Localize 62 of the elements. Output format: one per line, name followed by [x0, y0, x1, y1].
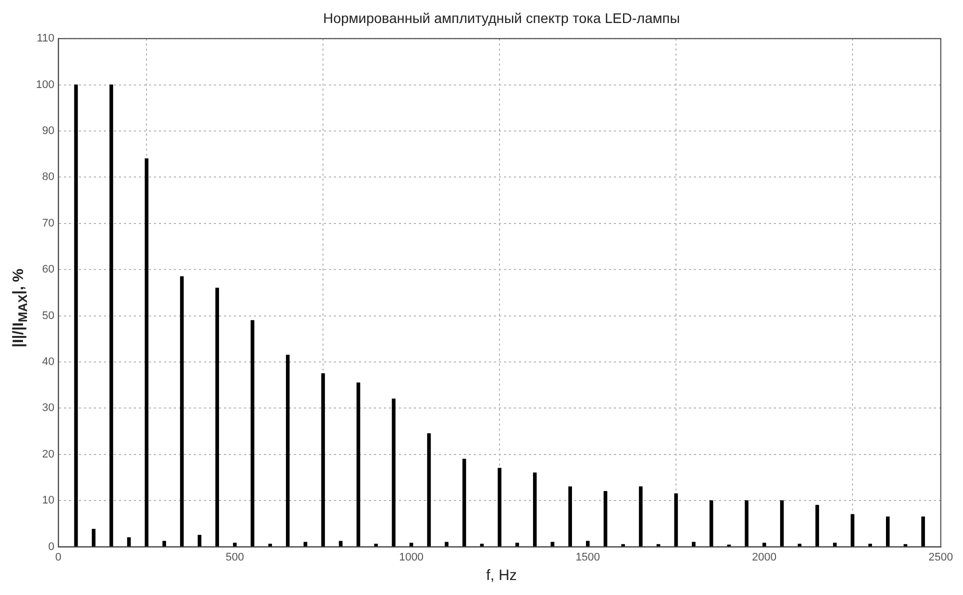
x-tick-label: 500 [226, 551, 244, 564]
bar [568, 486, 572, 547]
bar [886, 516, 890, 547]
y-tick-label: 10 [42, 494, 54, 507]
bar [656, 544, 660, 547]
y-tick-label: 50 [42, 310, 54, 322]
y-tick-label: 70 [42, 217, 54, 230]
bar [144, 158, 148, 547]
bar [904, 544, 908, 547]
x-tick-label: 2000 [752, 551, 777, 564]
bar [780, 500, 784, 547]
x-axis-title: f, Hz [485, 567, 518, 584]
x-tick-label: 2500 [928, 551, 954, 564]
bar [127, 537, 131, 547]
bar [321, 373, 325, 547]
bar [674, 493, 678, 547]
bar [692, 542, 696, 547]
bar [621, 544, 625, 547]
bar [586, 540, 590, 547]
bar [180, 276, 184, 547]
x-tick-label: 1500 [576, 551, 600, 564]
x-tick-label: 1000 [399, 551, 424, 564]
bar [162, 540, 166, 547]
y-tick-label: 100 [36, 78, 54, 91]
bar [868, 544, 872, 547]
chart-title: Нормированный амплитудный спектр тока LED-лампы [322, 10, 681, 26]
bar [427, 433, 431, 547]
y-tick-label: 30 [42, 402, 54, 414]
bar [374, 544, 378, 547]
y-tick-label: 90 [42, 125, 54, 138]
bar [304, 542, 308, 547]
bar [444, 542, 448, 547]
bar [92, 528, 96, 547]
bar [250, 320, 254, 547]
bar [392, 398, 396, 547]
bar [550, 542, 554, 547]
bar [498, 468, 502, 547]
y-tick-label: 0 [48, 540, 54, 553]
bar [798, 544, 802, 547]
bar [815, 504, 820, 547]
bar [109, 84, 114, 547]
bar [356, 382, 360, 547]
y-tick-label: 80 [42, 171, 54, 184]
bar [744, 500, 748, 547]
bar [533, 472, 537, 547]
bar [462, 458, 466, 547]
y-tick-label: 110 [36, 32, 54, 45]
bar [921, 516, 925, 547]
bar [198, 534, 202, 547]
bar [638, 486, 643, 547]
bar [338, 540, 343, 547]
y-tick-label: 60 [42, 264, 54, 276]
bar [480, 544, 484, 547]
bar [604, 491, 608, 547]
y-tick-label: 20 [42, 448, 54, 460]
bar [710, 500, 714, 547]
y-tick-label: 40 [42, 356, 54, 368]
bar [850, 514, 854, 547]
bar [74, 84, 78, 547]
bar [215, 288, 220, 547]
bar [286, 354, 290, 547]
bar [268, 544, 272, 547]
